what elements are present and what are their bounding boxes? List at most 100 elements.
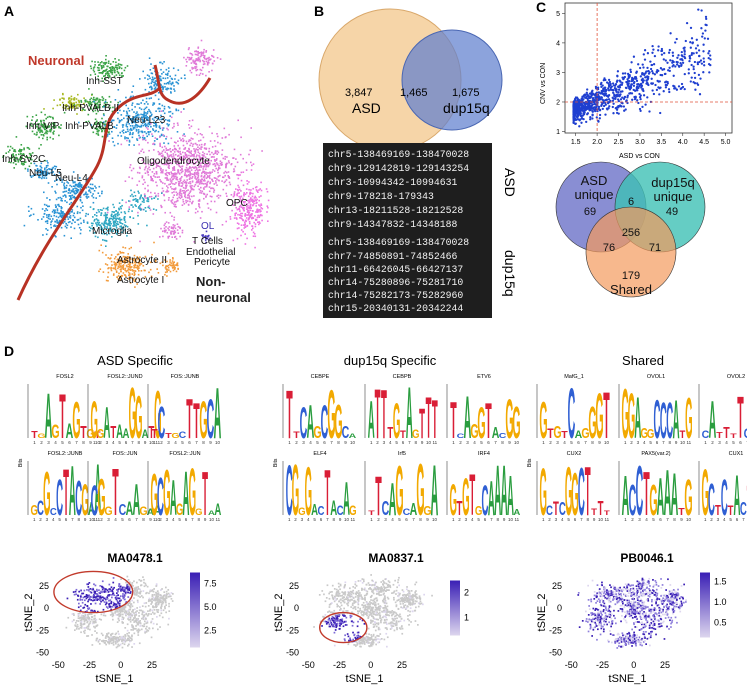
tsne-cell bbox=[339, 595, 342, 597]
scatter-point bbox=[639, 82, 643, 86]
tsne-cell bbox=[593, 612, 596, 615]
tsne-cell bbox=[83, 632, 86, 634]
scatter-point bbox=[701, 35, 704, 38]
logo-letter: A bbox=[94, 451, 101, 532]
tsne-cell bbox=[669, 593, 672, 595]
tsne-cell bbox=[114, 633, 117, 636]
tsne-cell bbox=[356, 595, 359, 597]
tsne-cell bbox=[637, 639, 640, 641]
tsne-cell bbox=[149, 599, 152, 601]
tsne-cell bbox=[413, 595, 416, 597]
tsne-cell bbox=[73, 593, 76, 596]
tsne-cell bbox=[143, 623, 146, 625]
tsne-cell bbox=[344, 624, 347, 626]
tsne-cell bbox=[630, 636, 632, 638]
tsne-cell bbox=[82, 607, 85, 609]
scatter-point bbox=[582, 98, 585, 101]
tsne-cell bbox=[149, 589, 152, 591]
tsne-cell bbox=[605, 618, 608, 621]
tsne-cell bbox=[382, 593, 385, 596]
tsne-cell bbox=[367, 616, 370, 618]
tsne-cell bbox=[412, 602, 414, 605]
tsne-cell bbox=[372, 610, 374, 613]
tsne-cell bbox=[406, 598, 408, 601]
tsne-cell bbox=[397, 592, 400, 594]
scatter-point bbox=[672, 60, 675, 64]
tsne-cell bbox=[137, 619, 139, 621]
tsne-cell bbox=[152, 596, 155, 599]
tsne-cell bbox=[368, 584, 371, 586]
tsne-cell bbox=[578, 626, 581, 628]
tsne-cell bbox=[156, 616, 158, 618]
tsne-cell bbox=[333, 623, 336, 625]
tsne-cell bbox=[370, 602, 373, 604]
tsne-cell bbox=[339, 622, 341, 625]
scatter-point bbox=[681, 61, 685, 64]
tsne-cell bbox=[357, 612, 359, 615]
logo-position: 1 bbox=[452, 517, 455, 522]
color-scale-bar bbox=[700, 572, 710, 638]
tsne-cell bbox=[80, 596, 82, 598]
tsne-cell bbox=[634, 616, 636, 618]
tsne-cell bbox=[380, 588, 382, 590]
tsne-cell bbox=[163, 597, 165, 600]
tsne-cell bbox=[620, 597, 623, 600]
tsne-cell bbox=[656, 597, 659, 600]
scatter-point bbox=[683, 50, 686, 53]
tsne-cell bbox=[641, 637, 643, 640]
tsne-cell bbox=[365, 594, 368, 596]
tsne-cell bbox=[597, 614, 600, 617]
tsne-cell bbox=[129, 615, 132, 617]
tsne-cell bbox=[345, 610, 347, 612]
tsne-cell bbox=[624, 643, 627, 646]
logo-letter: A bbox=[671, 462, 679, 529]
tsne-cell bbox=[399, 603, 402, 605]
tsne-cell bbox=[110, 634, 112, 637]
logo-letter: G bbox=[395, 451, 403, 531]
logo-letter: T bbox=[591, 506, 597, 517]
logo-position: 1 bbox=[452, 440, 455, 445]
scatter-point bbox=[632, 84, 636, 87]
tsne-cell bbox=[649, 585, 651, 587]
tsne-cell bbox=[651, 630, 653, 633]
logo-position: 6 bbox=[739, 440, 742, 445]
tsne-cell bbox=[607, 593, 609, 596]
tsne-cell bbox=[594, 615, 596, 618]
tsne-cell bbox=[359, 592, 361, 594]
tsne-cell bbox=[672, 608, 674, 611]
tsne-cell bbox=[592, 613, 594, 615]
tsne-cell bbox=[93, 583, 95, 586]
tsne-cell bbox=[156, 623, 158, 626]
tsne-cell bbox=[123, 593, 126, 596]
tsne-cell bbox=[365, 601, 368, 603]
tsne-cell bbox=[87, 635, 90, 637]
tsne-cell bbox=[158, 599, 161, 601]
logo-letter: A bbox=[214, 500, 221, 518]
tsne-cell bbox=[392, 583, 395, 586]
logo-letter: G bbox=[416, 451, 424, 532]
tsne-cell bbox=[136, 593, 138, 596]
tsne-cell bbox=[112, 604, 115, 606]
tsne-cell bbox=[122, 588, 125, 591]
tsne-cell bbox=[82, 618, 85, 621]
tsne-cell bbox=[147, 629, 150, 632]
tsne-cell bbox=[641, 644, 643, 647]
logo-letter: T bbox=[450, 391, 457, 449]
tsne-cell bbox=[83, 627, 86, 629]
tsne-cell bbox=[324, 600, 327, 603]
tsne-cell bbox=[623, 599, 626, 601]
tsne-cell bbox=[603, 593, 606, 596]
tsne-cell bbox=[645, 592, 648, 595]
scatter-point bbox=[619, 93, 622, 96]
dup-region-6: chr15-20340131-20342244 bbox=[328, 303, 463, 314]
tsne-cell bbox=[115, 610, 118, 612]
tsne-cell bbox=[650, 634, 652, 637]
motif-id-shared: PB0046.1 bbox=[620, 551, 674, 565]
logo-letter: C bbox=[559, 500, 566, 520]
tsne-cell bbox=[124, 634, 126, 636]
scatter-point bbox=[621, 96, 624, 99]
tsne-cell bbox=[370, 606, 373, 609]
tsne-cell bbox=[377, 618, 380, 621]
tsne-cell bbox=[352, 592, 355, 595]
